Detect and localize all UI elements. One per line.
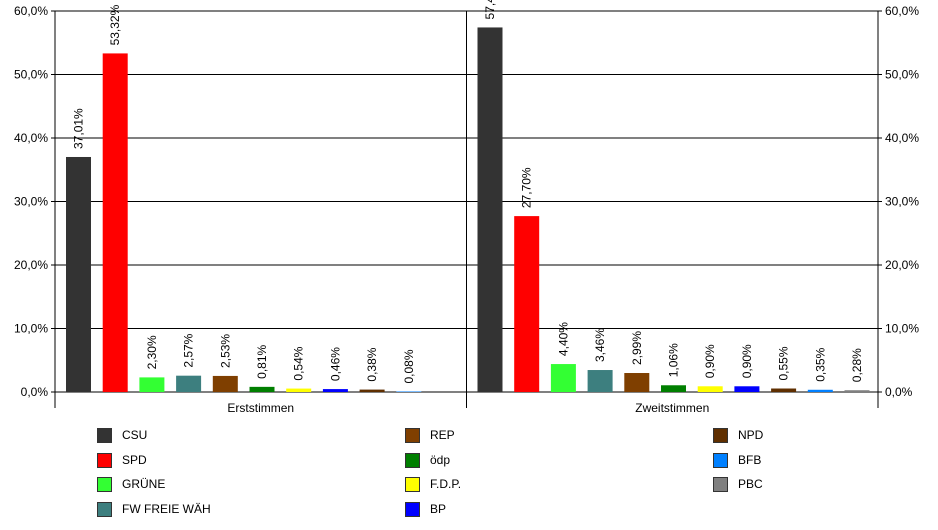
legend-item: CSU [97, 427, 147, 443]
y-tick-label-left: 20,0% [14, 258, 48, 272]
data-label: 37,01% [72, 108, 86, 149]
legend-item: F.D.P. [405, 476, 461, 492]
legend-swatch [713, 476, 728, 492]
data-label: 0,38% [365, 347, 379, 381]
bar [396, 391, 422, 392]
bar [514, 216, 540, 392]
legend-swatch [97, 427, 112, 443]
legend-swatch [713, 427, 728, 443]
data-label: 27,70% [520, 167, 534, 208]
data-label: 1,06% [667, 343, 681, 377]
bar [661, 385, 686, 392]
legend-item: BP [405, 501, 446, 517]
bar [550, 364, 576, 392]
data-label: 0,08% [402, 349, 416, 383]
data-label: 2,57% [182, 333, 196, 367]
legend-swatch [405, 427, 420, 443]
legend-swatch [713, 452, 728, 468]
y-tick-label-left: 10,0% [14, 322, 48, 336]
legend-label: ödp [430, 453, 451, 467]
x-group-label: Zweitstimmen [635, 401, 709, 415]
bar [139, 377, 165, 392]
bar [587, 370, 613, 392]
y-tick-label-right: 10,0% [885, 322, 919, 336]
y-tick-label-right: 40,0% [885, 131, 919, 145]
bar [102, 53, 128, 392]
legend-label: CSU [122, 428, 148, 442]
data-label: 2,53% [218, 334, 232, 368]
legend-label: PBC [738, 477, 763, 491]
legend-swatch [97, 501, 112, 517]
y-tick-label-right: 50,0% [885, 68, 919, 82]
data-label: 57,41% [483, 0, 497, 19]
legend-label: SPD [122, 453, 147, 467]
data-label: 3,46% [593, 328, 607, 362]
bar [249, 386, 275, 392]
y-tick-label-left: 50,0% [14, 68, 48, 82]
legend-label: REP [430, 428, 455, 442]
legend-label: BFB [738, 453, 762, 467]
legend-item: REP [405, 427, 455, 443]
bar [212, 375, 238, 392]
y-tick-label-left: 40,0% [14, 131, 48, 145]
legend-swatch [97, 476, 112, 492]
data-label: 0,81% [255, 345, 269, 379]
legend-item: PBC [713, 476, 763, 492]
data-label: 0,28% [850, 348, 864, 382]
bar [771, 388, 797, 392]
y-tick-label-right: 30,0% [885, 195, 919, 209]
legend-item: BFB [713, 452, 761, 468]
data-label: 2,99% [630, 331, 644, 365]
bar [734, 386, 760, 392]
legend-item: ödp [405, 452, 450, 468]
data-label: 53,32% [108, 4, 122, 45]
legend-swatch [405, 452, 420, 468]
legend-label: F.D.P. [430, 477, 462, 491]
legend-label: FW FREIE WÄH [122, 502, 211, 516]
legend-swatch [97, 452, 112, 468]
bar [624, 373, 650, 392]
data-label: 0,46% [328, 347, 342, 381]
bar [697, 386, 723, 392]
bar [66, 156, 91, 392]
legend-swatch [405, 476, 420, 492]
data-label: 2,30% [145, 335, 159, 369]
y-tick-label-right: 60,0% [885, 4, 919, 18]
y-tick-label-left: 30,0% [14, 195, 48, 209]
legend-label: NPD [738, 428, 764, 442]
data-label: 4,40% [556, 322, 570, 356]
bar [359, 389, 385, 392]
bar [477, 27, 503, 392]
bar [807, 389, 833, 392]
legend-item: NPD [713, 427, 763, 443]
data-label: 0,90% [740, 344, 754, 378]
legend-label: BP [430, 502, 447, 516]
bar [176, 375, 202, 392]
data-label: 0,54% [292, 346, 306, 380]
y-tick-label-right: 20,0% [885, 258, 919, 272]
data-label: 0,90% [703, 344, 717, 378]
y-tick-label-right: 0,0% [885, 385, 913, 399]
data-label: 0,35% [813, 347, 827, 381]
x-group-label: Erststimmen [227, 401, 294, 415]
legend-swatch [405, 501, 420, 517]
legend-item: SPD [97, 452, 147, 468]
bar [844, 390, 870, 392]
data-label: 0,55% [777, 346, 791, 380]
legend-item: FW FREIE WÄH [97, 501, 211, 517]
y-tick-label-left: 0,0% [21, 385, 49, 399]
bar [286, 388, 312, 392]
legend-label: GRÜNE [122, 477, 166, 491]
bar [322, 389, 348, 392]
y-tick-label-left: 60,0% [14, 4, 48, 18]
legend-item: GRÜNE [97, 476, 165, 492]
